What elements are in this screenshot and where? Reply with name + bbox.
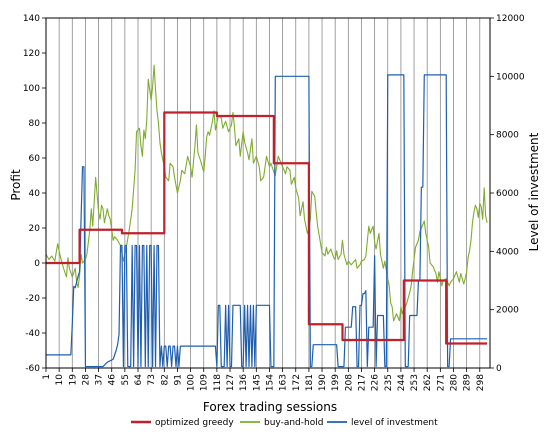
series-line-level-of-investment (46, 74, 488, 368)
x-tick-label: 127 (226, 374, 236, 391)
x-tick-label: 82 (160, 374, 170, 385)
y-left-tick-label: -20 (25, 294, 40, 304)
y-right-tick-label: 10000 (496, 72, 525, 82)
x-tick-label: 163 (279, 374, 289, 391)
x-tick-label: 253 (410, 374, 420, 391)
x-tick-label: 199 (331, 374, 341, 391)
x-tick-label: 100 (187, 374, 197, 391)
legend: optimized greedy buy-and-hold level of inv… (131, 418, 438, 428)
x-tick-label: 10 (55, 374, 65, 386)
y-right-tick-label: 6000 (496, 189, 519, 199)
x-tick-label: 280 (449, 374, 459, 391)
x-tick-label: 298 (476, 374, 486, 391)
y-left-tick-label: 80 (29, 119, 41, 129)
x-tick-label: 73 (147, 374, 157, 385)
legend-label-level-of-investment: level of investment (351, 418, 438, 428)
x-tick-label: 37 (95, 374, 105, 385)
x-tick-label: 55 (121, 374, 131, 385)
x-tick-label: 19 (68, 374, 78, 386)
x-tick-label: 190 (318, 374, 328, 391)
x-tick-label: 262 (423, 374, 433, 391)
x-tick-label: 109 (200, 374, 210, 391)
x-tick-label: 64 (134, 374, 144, 386)
x-tick-label: 91 (173, 374, 183, 385)
x-tick-label: 226 (371, 374, 381, 391)
plot-frame (45, 17, 491, 369)
y-axis-left-title: Profit (9, 169, 23, 201)
grid-layer (45, 18, 481, 368)
x-tick-label: 289 (463, 374, 473, 391)
x-tick-label: 271 (436, 374, 446, 391)
legend-label-optimized-greedy: optimized greedy (155, 418, 234, 428)
y-right-tick-label: 12000 (496, 14, 525, 24)
y-left-tick-label: -60 (25, 364, 40, 374)
y-left-tick-label: 60 (29, 154, 41, 164)
y-left-tick-label: 100 (23, 84, 40, 94)
x-axis-title: Forex trading sessions (203, 400, 337, 414)
x-tick-label: 28 (81, 374, 91, 386)
series-line-optimized-greedy (46, 111, 488, 345)
y-left-tick-label: -40 (25, 329, 40, 339)
x-tick-label: 244 (397, 374, 407, 391)
y-left-tick-label: 40 (29, 189, 41, 199)
x-tick-label: 46 (108, 374, 118, 386)
x-tick-label: 136 (239, 374, 249, 391)
x-tick-label: 181 (305, 374, 315, 391)
y-left-tick-label: 20 (29, 224, 41, 234)
x-tick-label: 118 (213, 374, 223, 391)
x-tick-label: 235 (384, 374, 394, 391)
legend-label-buy-and-hold: buy-and-hold (264, 418, 323, 428)
series-layer (45, 64, 488, 368)
y-left-tick-label: 120 (23, 49, 40, 59)
x-tick-label: 154 (265, 374, 275, 391)
y-right-tick-label: 8000 (496, 131, 519, 141)
y-left-tick-label: 0 (34, 259, 40, 269)
y-right-tick-label: 0 (496, 364, 502, 374)
y-axis-right-title: Level of investment (527, 132, 541, 251)
y-left-tick-label: 140 (23, 14, 40, 24)
axes-layer: 1 10 19 28 37 46 55 64 73 82 91 100 109 118 127 136 145 1… (23, 14, 525, 391)
x-tick-label: 1 (42, 374, 52, 380)
y-right-tick-label: 2000 (496, 306, 519, 316)
x-tick-label: 172 (292, 374, 302, 391)
y-right-tick-label: 4000 (496, 247, 519, 257)
x-tick-label: 145 (252, 374, 262, 391)
x-tick-label: 217 (357, 374, 367, 391)
x-tick-label: 208 (344, 374, 354, 391)
